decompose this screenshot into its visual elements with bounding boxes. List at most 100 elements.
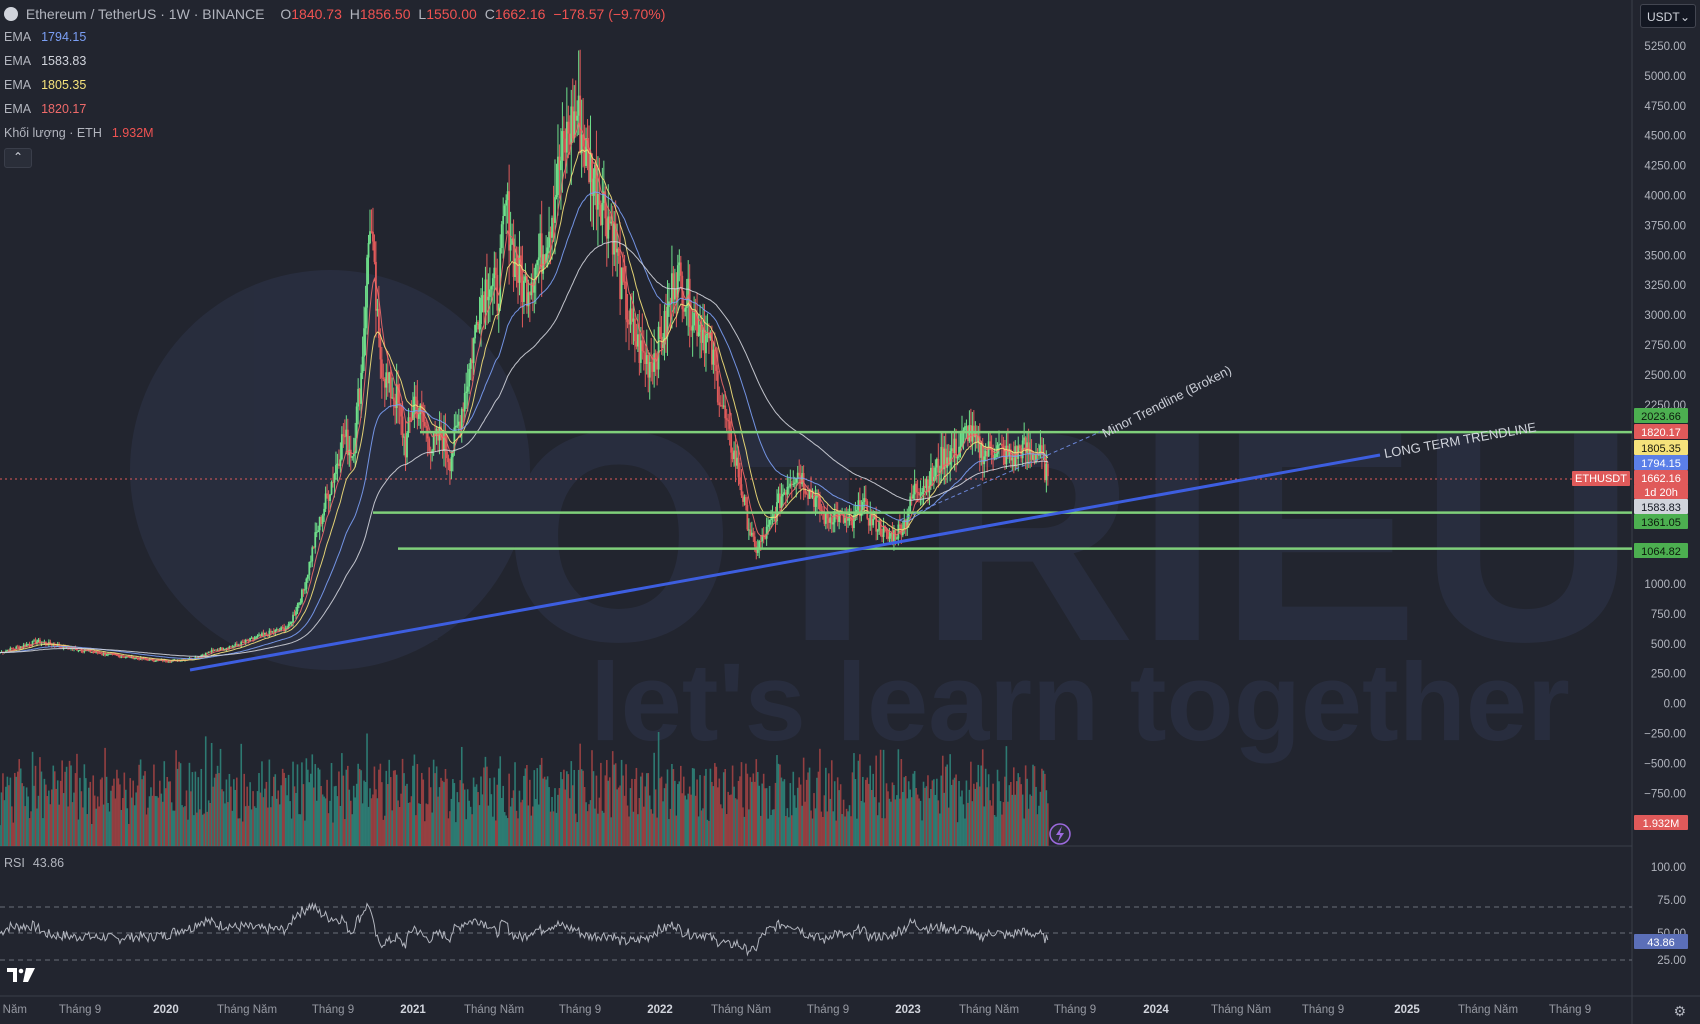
volume-bar (762, 773, 765, 846)
currency-dropdown[interactable]: USDT ⌄ (1640, 4, 1696, 28)
volume-bar (496, 784, 499, 846)
candle-body (901, 529, 904, 536)
volume-bar (928, 798, 931, 846)
volume-bar (446, 778, 448, 846)
candle-body (400, 405, 402, 417)
volume-bar (366, 733, 368, 846)
candle-body (858, 500, 861, 517)
volume-bar (320, 786, 322, 846)
tradingview-logo-icon[interactable] (6, 966, 38, 984)
rsi-legend[interactable]: RSI 43.86 (4, 856, 64, 870)
volume-bar (83, 764, 86, 846)
candle-body (449, 462, 451, 472)
volume-bar (384, 815, 386, 846)
volume-bar (798, 777, 800, 846)
ema-legend-1[interactable]: EMA 1794.15 (4, 30, 86, 44)
volume-bar (344, 819, 346, 846)
volume-bar (589, 800, 592, 846)
collapse-legend-button[interactable]: ⌃ (4, 148, 32, 168)
candle-body (363, 328, 365, 357)
candle-body (505, 200, 508, 206)
volume-bar (123, 772, 126, 846)
candle-body (377, 308, 380, 339)
candle-body (847, 518, 849, 521)
candle-body (406, 433, 408, 458)
candles (0, 49, 1049, 663)
candle-body (697, 332, 700, 336)
candle-body (956, 456, 959, 459)
volume-bar (338, 771, 340, 846)
volume-bar (471, 814, 473, 846)
volume-bar (157, 797, 160, 846)
candle-body (286, 627, 289, 629)
settings-gear-icon[interactable]: ⚙ (1673, 1003, 1686, 1019)
volume-bar (480, 776, 482, 846)
candle-body (650, 362, 653, 364)
volume-bar (623, 795, 626, 846)
candle-body (370, 231, 373, 233)
volume-bar (842, 799, 845, 846)
volume-bar (68, 760, 71, 846)
candle-body (395, 384, 398, 409)
candle-body (826, 512, 829, 519)
candle-body (1002, 445, 1005, 449)
candle-body (993, 457, 996, 459)
candle-body (875, 515, 878, 532)
volume-bar (468, 800, 470, 846)
candle-body (585, 137, 587, 166)
price-tick: 2750.00 (1644, 340, 1686, 352)
candle-body (77, 650, 80, 652)
candle-body (530, 282, 533, 296)
candle-body (1046, 464, 1049, 477)
candle-body (777, 493, 780, 503)
volume-legend[interactable]: Khối lượng · ETH 1.932M (4, 126, 154, 140)
volume-bar (965, 780, 968, 846)
volume-bar (199, 809, 201, 846)
ema-value: 1794.15 (41, 30, 87, 44)
volume-bar (909, 789, 911, 846)
volume-bar (739, 776, 741, 846)
candle-body (653, 353, 656, 372)
volume-bar (534, 798, 537, 846)
volume-bar (545, 779, 547, 846)
candle-body (275, 629, 278, 631)
ema-legend-3[interactable]: EMA 1805.35 (4, 78, 86, 92)
volume-bar (823, 795, 826, 846)
volume-bar (506, 818, 509, 846)
candle-body (324, 493, 327, 509)
volume-bar (22, 786, 25, 846)
volume-bar (678, 781, 681, 846)
candle-body (660, 336, 663, 349)
volume-bar (873, 797, 876, 846)
candle-body (746, 505, 749, 530)
candle-body (824, 512, 827, 524)
volume-bar (567, 774, 570, 846)
watermark: TOTRIEU let's learn together (130, 270, 1636, 764)
volume-bar (135, 792, 137, 846)
candle-body (296, 604, 299, 612)
long-term-trendline (189, 453, 1381, 672)
volume-bar (714, 763, 716, 846)
candle-body (604, 191, 607, 219)
volume-bar (70, 765, 72, 846)
candle-body (708, 333, 710, 339)
lightning-icon[interactable] (1049, 823, 1071, 845)
candle-body (830, 517, 833, 525)
price-tag-bg (1634, 934, 1688, 949)
candle-body (629, 308, 632, 325)
ema-legend-4[interactable]: EMA 1820.17 (4, 102, 86, 116)
volume-bar (105, 776, 108, 846)
volume-bar (608, 777, 611, 846)
volume-bar (98, 806, 100, 846)
candle-body (571, 106, 574, 139)
volume-bar (1007, 801, 1009, 846)
candle-body (888, 536, 891, 539)
volume-bar (237, 818, 240, 846)
close-label: C (484, 6, 495, 22)
candle-body (79, 649, 81, 651)
volume-bar (588, 804, 590, 846)
candle-body (283, 627, 286, 632)
symbol-title[interactable]: Ethereum / TetherUS · 1W · BINANCE (25, 6, 265, 22)
ema-legend-2[interactable]: EMA 1583.83 (4, 54, 86, 68)
